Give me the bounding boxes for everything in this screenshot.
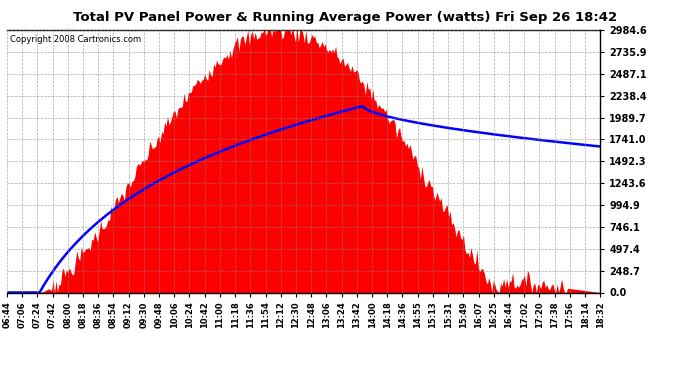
Text: Copyright 2008 Cartronics.com: Copyright 2008 Cartronics.com <box>10 35 141 44</box>
Text: Total PV Panel Power & Running Average Power (watts) Fri Sep 26 18:42: Total PV Panel Power & Running Average P… <box>73 11 617 24</box>
